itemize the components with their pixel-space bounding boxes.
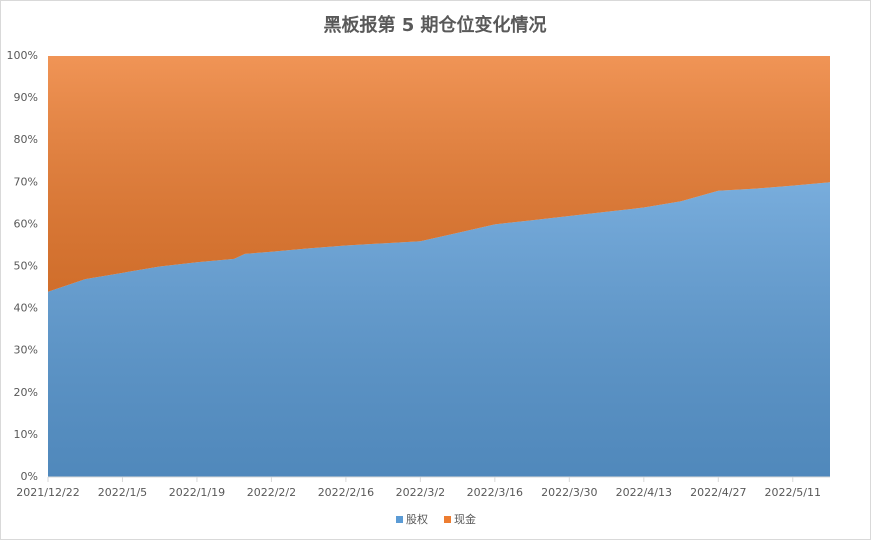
- y-tick-label: 0%: [21, 470, 38, 483]
- x-tick-label: 2021/12/22: [16, 486, 79, 499]
- x-tick-label: 2022/4/13: [616, 486, 672, 499]
- y-tick-label: 60%: [14, 217, 38, 230]
- x-tick-label: 2022/1/19: [169, 486, 225, 499]
- y-tick-label: 10%: [14, 428, 38, 441]
- y-tick-label: 70%: [14, 175, 38, 188]
- x-tick-label: 2022/3/16: [467, 486, 523, 499]
- y-tick-label: 100%: [7, 49, 38, 62]
- chart-title: 黑板报第 5 期仓位变化情况: [323, 14, 546, 36]
- y-tick-label: 40%: [14, 302, 38, 315]
- legend-swatch: [444, 516, 451, 523]
- x-tick-label: 2022/2/2: [247, 486, 296, 499]
- y-tick-label: 80%: [14, 133, 38, 146]
- x-tick-label: 2022/3/2: [396, 486, 445, 499]
- x-tick-label: 2022/4/27: [690, 486, 746, 499]
- x-tick-label: 2022/1/5: [98, 486, 147, 499]
- y-tick-label: 50%: [14, 260, 38, 273]
- y-tick-label: 90%: [14, 91, 38, 104]
- area-shade: [48, 182, 830, 478]
- area-shade: [48, 56, 830, 292]
- y-tick-label: 30%: [14, 344, 38, 357]
- legend-label: 股权: [406, 513, 428, 526]
- legend-label: 现金: [454, 512, 476, 526]
- y-tick-label: 20%: [14, 386, 38, 399]
- legend-swatch: [396, 516, 403, 523]
- x-tick-label: 2022/2/16: [318, 486, 374, 499]
- x-tick-label: 2022/5/11: [765, 486, 821, 499]
- x-tick-label: 2022/3/30: [541, 486, 597, 499]
